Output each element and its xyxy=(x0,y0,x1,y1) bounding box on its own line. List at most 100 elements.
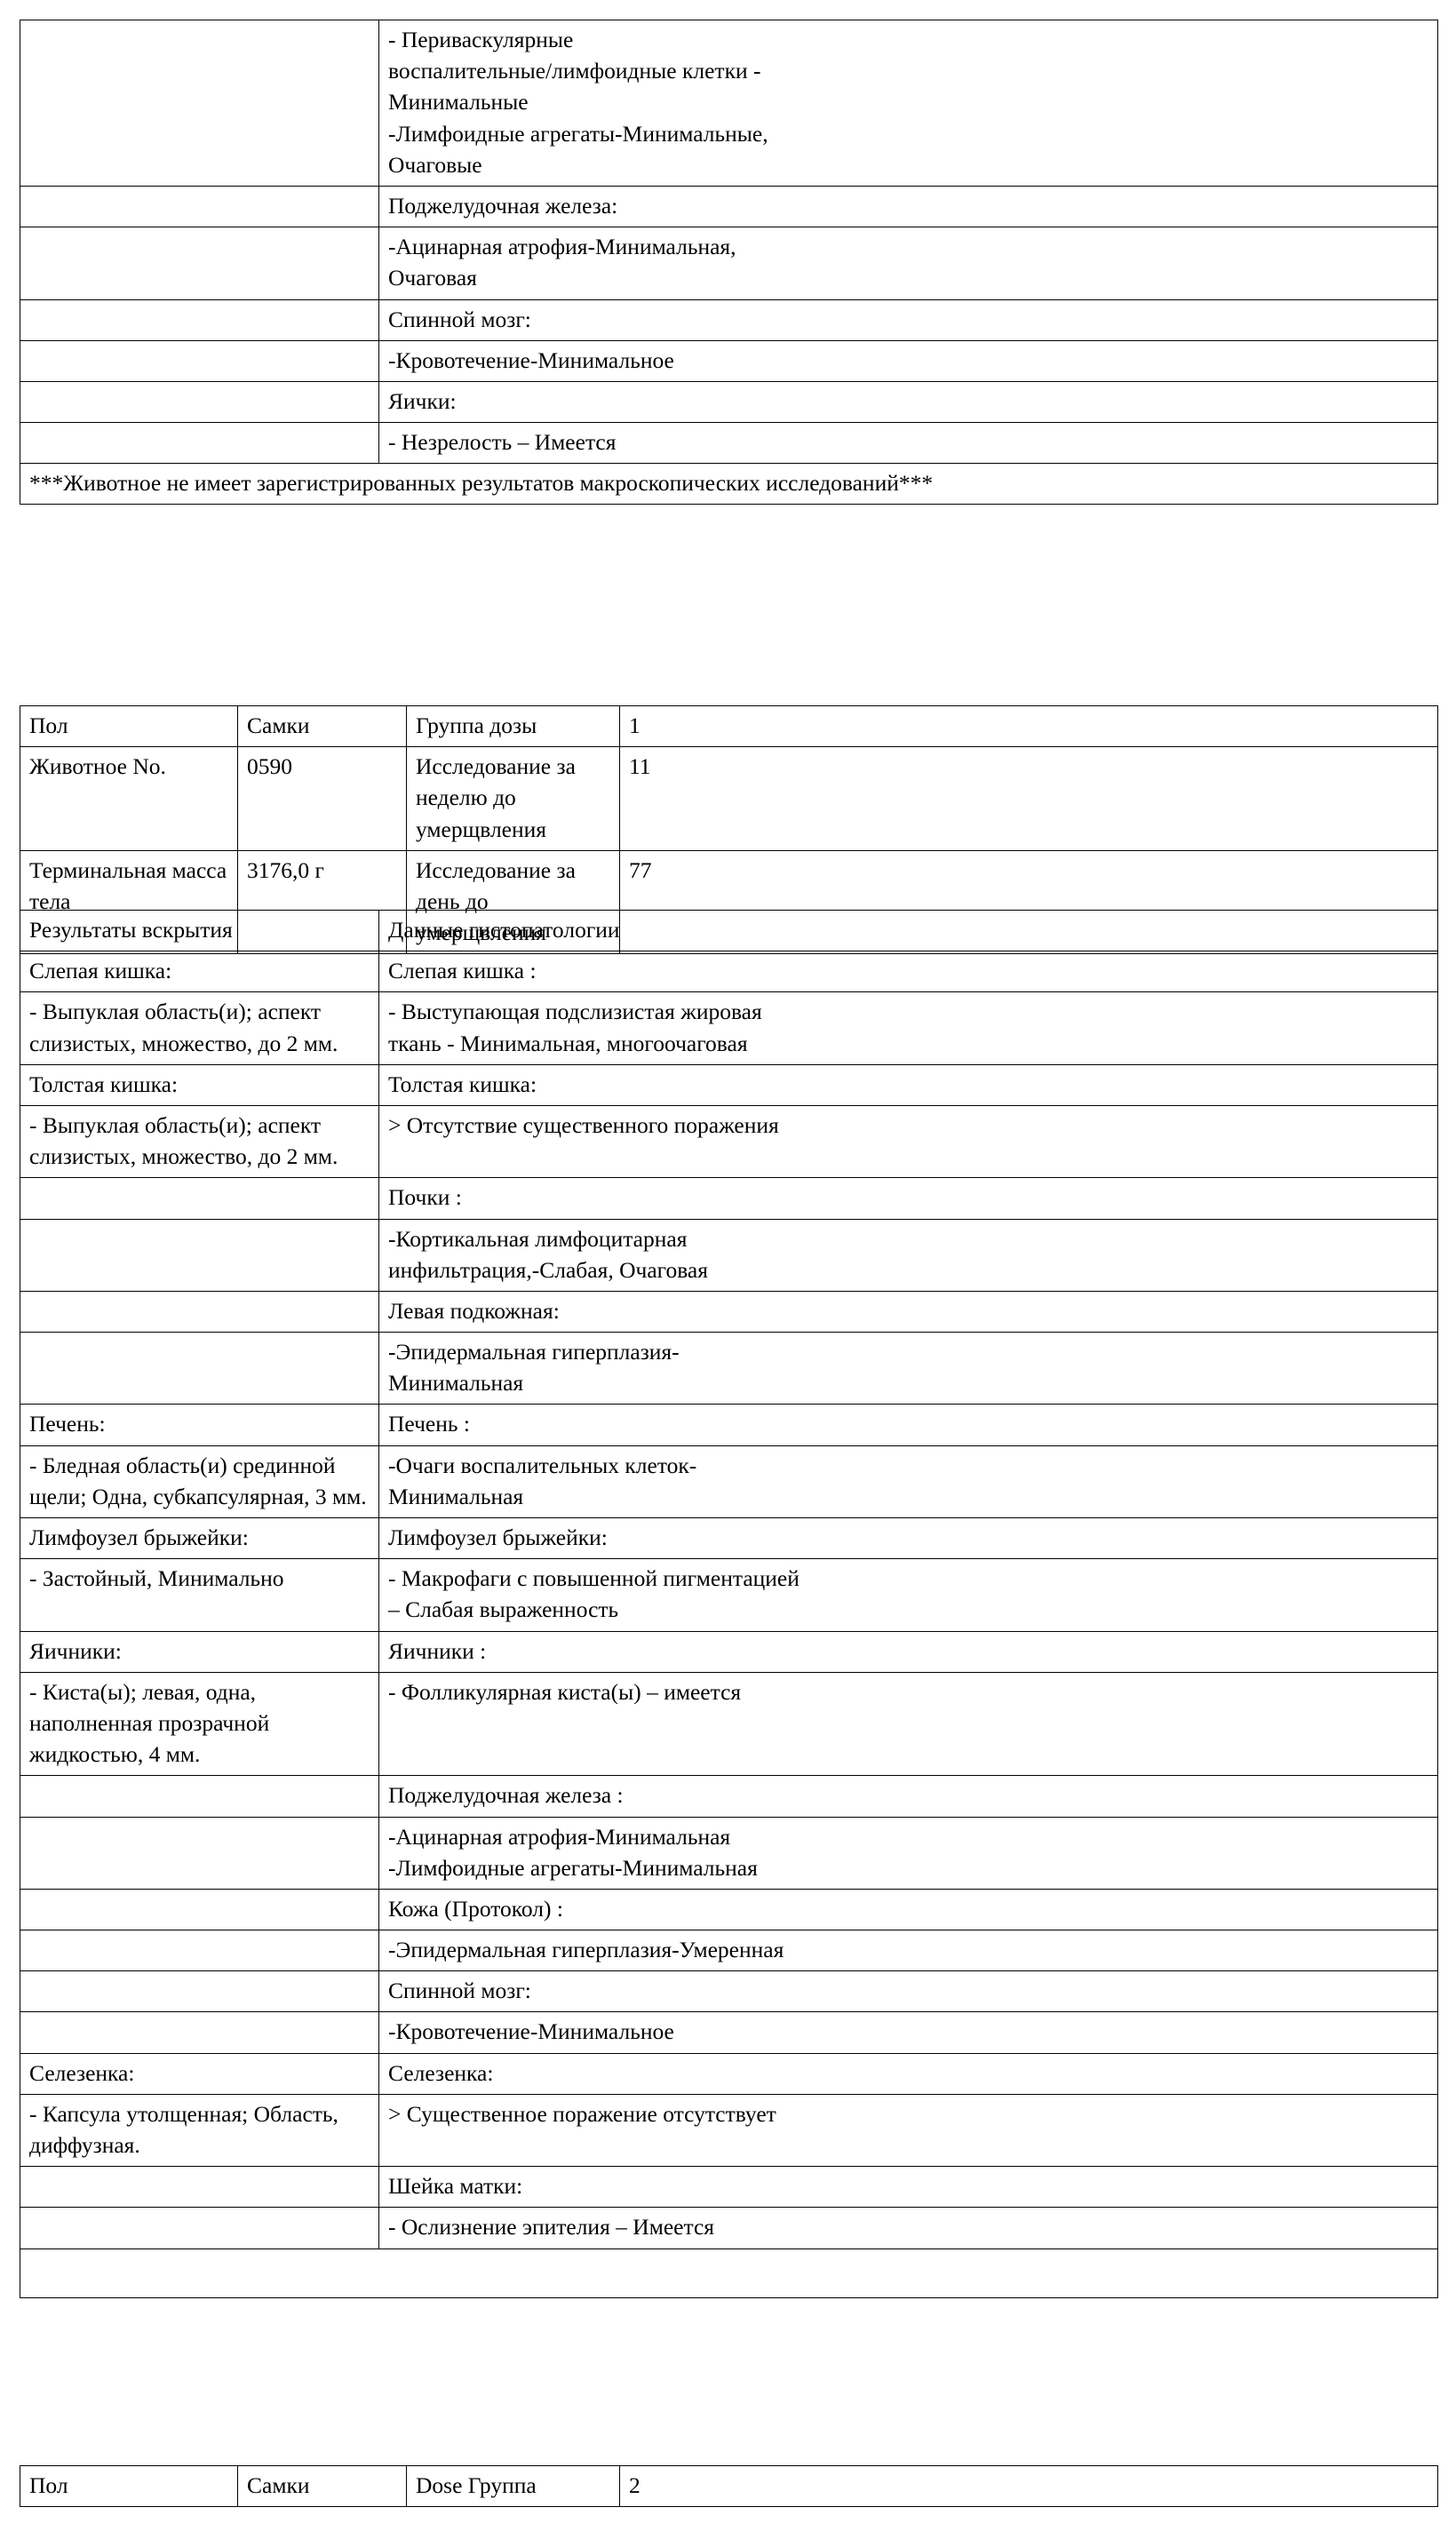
cell-value: -Очаги воспалительных клеток- Минимальна… xyxy=(388,1450,1428,1512)
left-cell xyxy=(20,1219,379,1291)
table-row: Печень: Печень : xyxy=(20,1405,1438,1445)
table-row: Селезенка: Селезенка: xyxy=(20,2053,1438,2094)
top-continuation-table: - Периваскулярные воспалительные/лимфоид… xyxy=(20,20,1438,505)
no-macroscopic-findings-note-row: ***Животное не имеет зарегистрированных … xyxy=(20,464,1438,505)
right-cell: Спинной мозг: xyxy=(379,1971,1438,2012)
cell-value: -Кровотечение-Минимальное xyxy=(388,2016,1428,2047)
right-cell: - Незрелость – Имеется xyxy=(379,423,1438,464)
left-cell xyxy=(20,20,379,187)
cell-value: Толстая кишка: xyxy=(388,1069,1428,1100)
left-cell xyxy=(20,227,379,299)
right-cell: -Ацинарная атрофия-Минимальная -Лимфоидн… xyxy=(379,1817,1438,1889)
cell-value: - Капсула утолщенная; Область, диффузная… xyxy=(29,2098,370,2161)
table-row: - Незрелость – Имеется xyxy=(20,423,1438,464)
left-cell: Толстая кишка: xyxy=(20,1064,379,1105)
right-cell: -Кровотечение-Минимальное xyxy=(379,2012,1438,2053)
cell-value: Селезенка: xyxy=(388,2057,1428,2089)
left-cell: Печень: xyxy=(20,1405,379,1445)
necropsy-findings-header: Результаты вскрытия xyxy=(20,911,379,951)
left-cell: Селезенка: xyxy=(20,2053,379,2094)
cell-value: > Существенное поражение отсутствует xyxy=(388,2098,1428,2129)
dose-group-label: Dose Группа xyxy=(407,2466,620,2507)
cell-value: Пол xyxy=(29,2470,228,2501)
right-cell: - Ослизнение эпителия – Имеется xyxy=(379,2208,1438,2249)
cell-value: Кожа (Протокол) : xyxy=(388,1893,1428,1924)
cell-value: Животное No. xyxy=(29,751,228,782)
left-cell xyxy=(20,340,379,381)
right-cell: Печень : xyxy=(379,1405,1438,1445)
right-cell: Лимфоузел брыжейки: xyxy=(379,1518,1438,1559)
cell-value: -Кровотечение-Минимальное xyxy=(388,345,1428,376)
table-row: - Капсула утолщенная; Область, диффузная… xyxy=(20,2094,1438,2166)
cell-value: Печень: xyxy=(29,1408,370,1439)
cell-value: Селезенка: xyxy=(29,2057,370,2089)
cell-value: 0590 xyxy=(247,751,397,782)
cell-value: Самки xyxy=(247,710,397,741)
right-cell: Яичники : xyxy=(379,1631,1438,1672)
cell-value: > Отсутствие существенного поражения xyxy=(388,1110,1428,1141)
cell-value: - Застойный, Минимально xyxy=(29,1563,370,1594)
sex-value: Самки xyxy=(238,706,407,747)
week-study-label: Исследование за неделю до умерщвления xyxy=(407,747,620,851)
table-row: Кожа (Протокол) : xyxy=(20,1889,1438,1930)
animal-no-label: Животное No. xyxy=(20,747,238,851)
left-cell xyxy=(20,1291,379,1332)
left-cell xyxy=(20,1817,379,1889)
next-animal-header-table: Пол Самки Dose Группа 2 xyxy=(20,2465,1438,2507)
cell-value: Спинной мозг: xyxy=(388,1975,1428,2006)
dose-group-value: 1 xyxy=(620,706,1438,747)
note-cell: ***Животное не имеет зарегистрированных … xyxy=(20,464,1438,505)
cell-value: Яички: xyxy=(388,386,1428,417)
right-cell: -Эпидермальная гиперплазия- Минимальная xyxy=(379,1333,1438,1405)
table-row: -Кортикальная лимфоцитарная инфильтрация… xyxy=(20,1219,1438,1291)
right-cell: Селезенка: xyxy=(379,2053,1438,2094)
histopathology-findings-header: Данные гистопатологии xyxy=(379,911,1438,951)
sex-label: Пол xyxy=(20,706,238,747)
right-cell: - Фолликулярная киста(ы) – имеется xyxy=(379,1672,1438,1776)
left-cell xyxy=(20,1776,379,1817)
table-row: - Выпуклая область(и); аспект слизистых,… xyxy=(20,1105,1438,1177)
cell-value: Dose Группа xyxy=(416,2470,610,2501)
left-cell xyxy=(20,1889,379,1930)
left-cell xyxy=(20,1178,379,1219)
table-row: Почки : xyxy=(20,1178,1438,1219)
right-cell: Яички: xyxy=(379,381,1438,422)
document-page: - Периваскулярные воспалительные/лимфоид… xyxy=(0,0,1456,2547)
cell-value: Шейка матки: xyxy=(388,2170,1428,2201)
cell-value: - Выпуклая область(и); аспект слизистых,… xyxy=(29,996,370,1058)
cell-value: Самки xyxy=(247,2470,397,2501)
table-row: Поджелудочная железа : xyxy=(20,1776,1438,1817)
spacer-row xyxy=(20,2249,1438,2297)
left-cell xyxy=(20,2167,379,2208)
table-row: -Эпидермальная гиперплазия-Умеренная xyxy=(20,1930,1438,1971)
cell-value: Левая подкожная: xyxy=(388,1295,1428,1326)
table-row-sex: Пол Самки Dose Группа 2 xyxy=(20,2466,1438,2507)
cell-value: Слепая кишка : xyxy=(388,955,1428,986)
cell-value: Толстая кишка: xyxy=(29,1069,370,1100)
dose-group-label: Группа дозы xyxy=(407,706,620,747)
cell-value: - Макрофаги с повышенной пигментацией – … xyxy=(388,1563,1428,1625)
cell-value: Спинной мозг: xyxy=(388,304,1428,335)
right-cell: > Существенное поражение отсутствует xyxy=(379,2094,1438,2166)
table-row: -Ацинарная атрофия-Минимальная -Лимфоидн… xyxy=(20,1817,1438,1889)
left-cell xyxy=(20,186,379,227)
table-row-sex: Пол Самки Группа дозы 1 xyxy=(20,706,1438,747)
table-row: Яичники:Яичники : xyxy=(20,1631,1438,1672)
cell-value: Поджелудочная железа : xyxy=(388,1779,1428,1811)
right-cell: - Макрофаги с повышенной пигментацией – … xyxy=(379,1559,1438,1631)
cell-value: Почки : xyxy=(388,1182,1428,1213)
left-cell: - Выпуклая область(и); аспект слизистых,… xyxy=(20,992,379,1064)
sex-value: Самки xyxy=(238,2466,407,2507)
cell-value: 11 xyxy=(629,751,1428,782)
table-row: - Застойный, Минимально - Макрофаги с пов… xyxy=(20,1559,1438,1631)
left-cell: Лимфоузел брыжейки: xyxy=(20,1518,379,1559)
left-cell xyxy=(20,2208,379,2249)
cell-value: - Выпуклая область(и); аспект слизистых,… xyxy=(29,1110,370,1172)
left-cell xyxy=(20,381,379,422)
left-cell xyxy=(20,423,379,464)
right-cell: > Отсутствие существенного поражения xyxy=(379,1105,1438,1177)
right-cell: - Периваскулярные воспалительные/лимфоид… xyxy=(379,20,1438,187)
table-row: -Ацинарная атрофия-Минимальная, Очаговая xyxy=(20,227,1438,299)
table-row: Поджелудочная железа: xyxy=(20,186,1438,227)
cell-value: - Бледная область(и) срединной щели; Одн… xyxy=(29,1450,370,1512)
